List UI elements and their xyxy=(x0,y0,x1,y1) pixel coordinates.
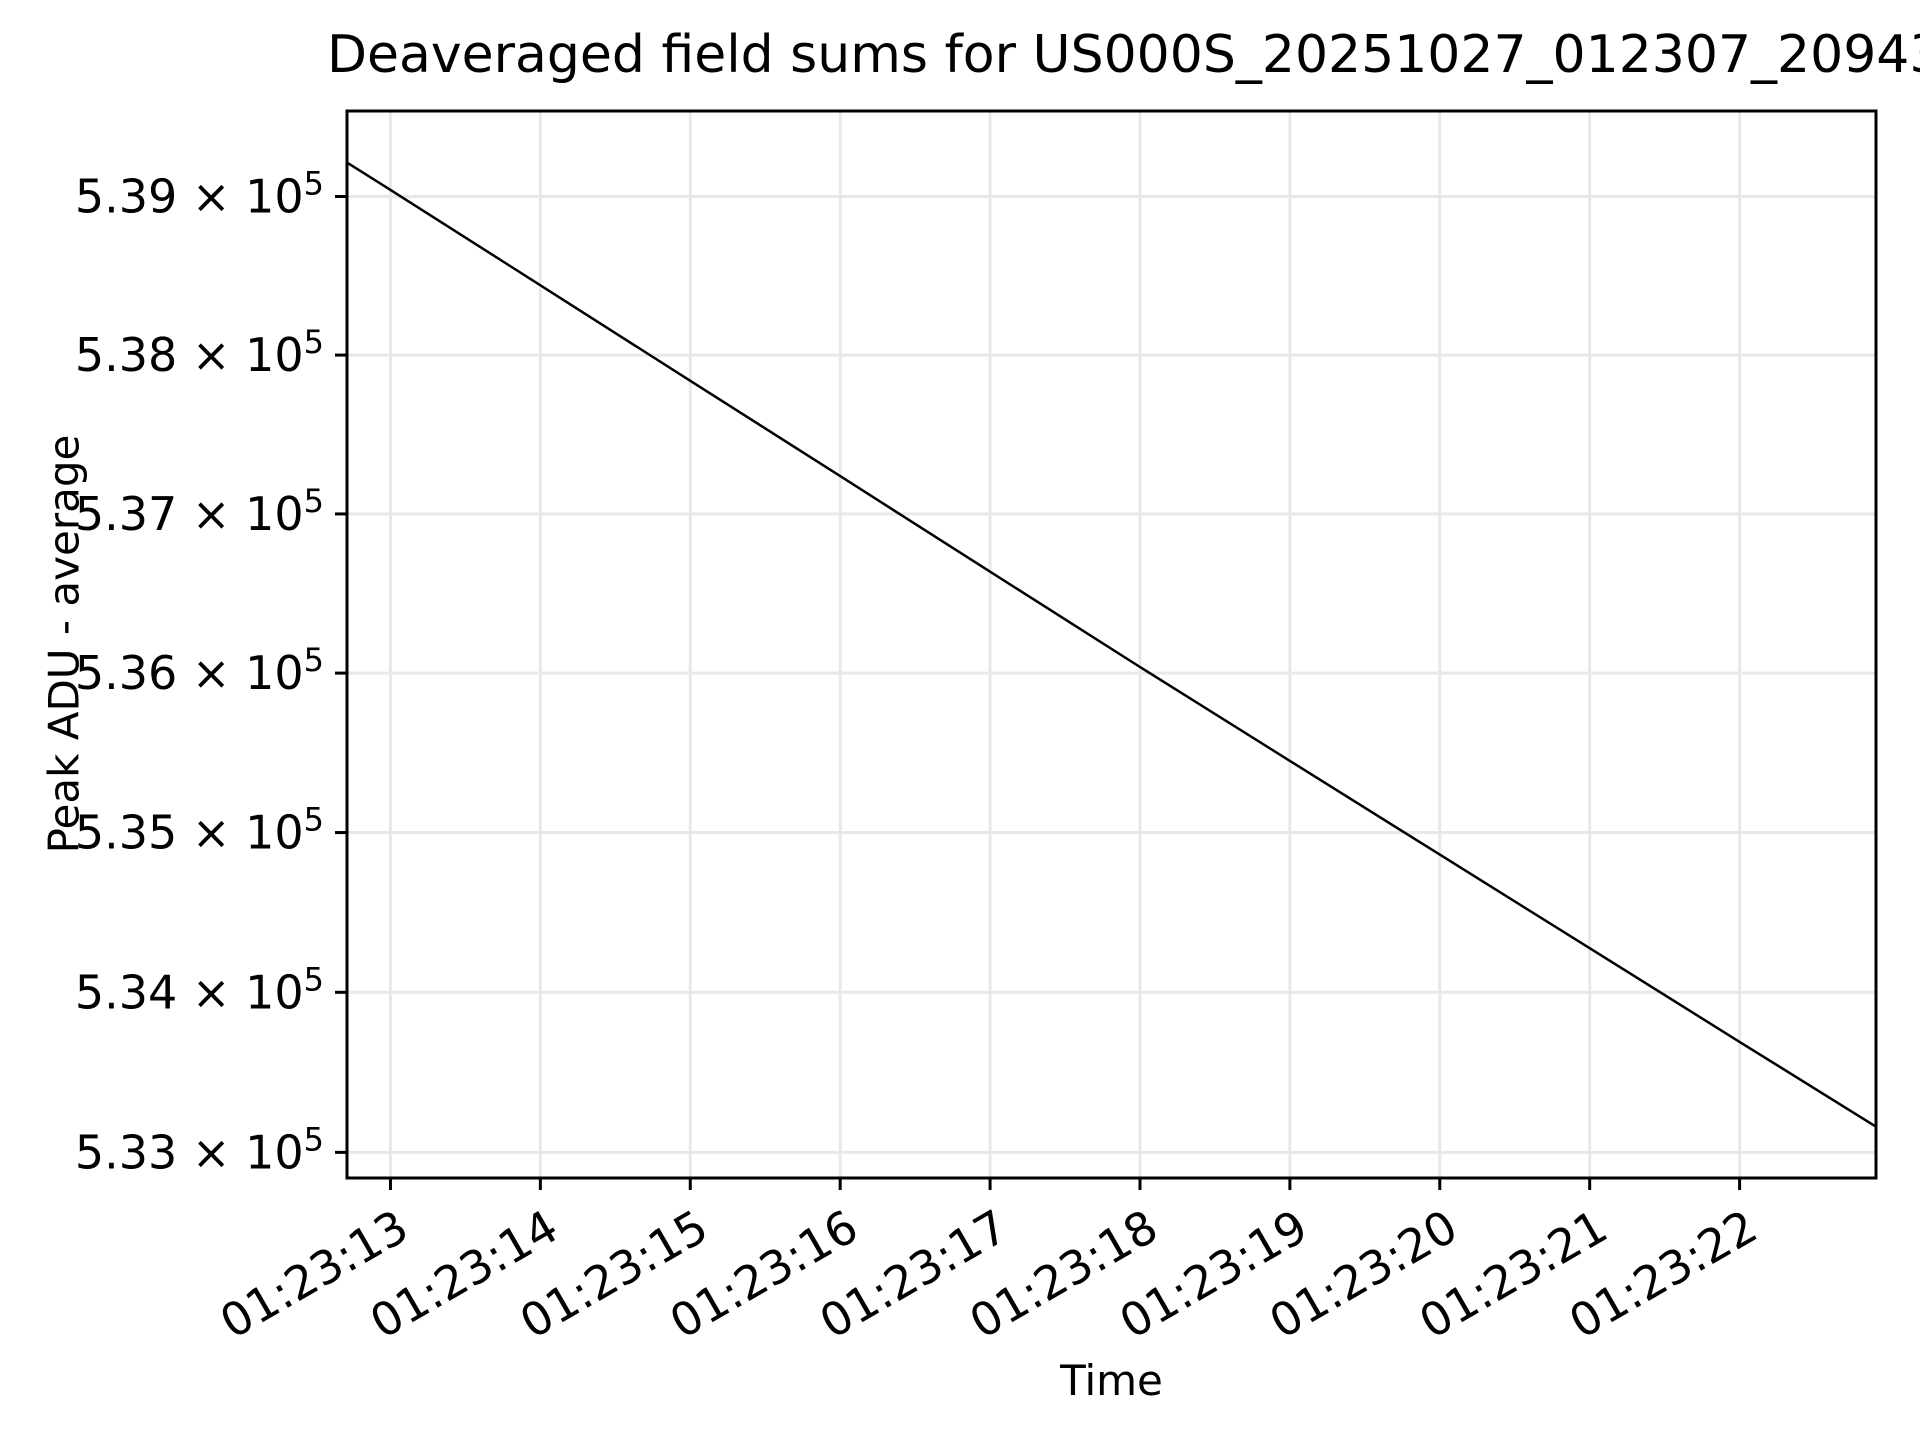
data-line xyxy=(346,161,1877,1128)
y-tick-label: 5.34 × 105 xyxy=(75,960,324,1019)
x-axis-label: Time xyxy=(1060,1356,1163,1405)
y-tick-label: 5.36 × 105 xyxy=(75,641,324,700)
y-tick-label: 5.38 × 105 xyxy=(75,323,324,382)
chart-title: Deaveraged field sums for US000S_2025102… xyxy=(327,25,1920,85)
axis-ticks xyxy=(335,195,1742,1190)
axis-tick-labels: 01:23:1301:23:1401:23:1501:23:1601:23:17… xyxy=(75,165,1766,1350)
grid-lines xyxy=(347,111,1876,1178)
y-tick-label: 5.39 × 105 xyxy=(75,165,324,224)
y-tick-label: 5.35 × 105 xyxy=(75,801,324,860)
y-tick-label: 5.37 × 105 xyxy=(75,482,324,541)
axes-spines xyxy=(345,109,1878,1180)
y-tick-label: 5.33 × 105 xyxy=(75,1120,324,1179)
